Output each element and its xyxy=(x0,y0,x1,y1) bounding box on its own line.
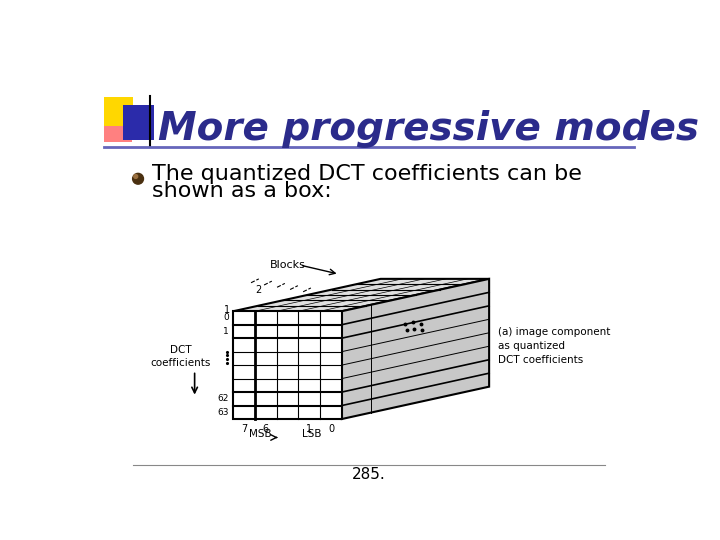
Polygon shape xyxy=(233,311,342,419)
Polygon shape xyxy=(342,279,489,419)
Text: 6: 6 xyxy=(263,424,269,434)
Text: 0: 0 xyxy=(328,424,334,434)
Text: 1: 1 xyxy=(224,305,230,315)
Circle shape xyxy=(132,173,143,184)
Text: 1: 1 xyxy=(223,327,229,336)
Polygon shape xyxy=(233,279,489,311)
Text: LSB: LSB xyxy=(302,429,321,440)
Text: shown as a box:: shown as a box: xyxy=(152,181,332,201)
Text: MSB: MSB xyxy=(249,429,272,440)
Bar xyxy=(122,105,153,140)
Text: 7: 7 xyxy=(241,424,248,434)
Text: The quantized DCT coefficients can be: The quantized DCT coefficients can be xyxy=(152,164,582,184)
Text: 285.: 285. xyxy=(352,467,386,482)
Text: 1: 1 xyxy=(306,424,312,434)
Text: (a) image component
as quantized
DCT coefficients: (a) image component as quantized DCT coe… xyxy=(498,327,611,364)
Text: 63: 63 xyxy=(217,408,229,417)
Text: 62: 62 xyxy=(217,394,229,403)
Bar xyxy=(104,114,132,142)
Text: More progressive modes: More progressive modes xyxy=(158,111,699,148)
Text: Blocks: Blocks xyxy=(270,260,306,270)
Circle shape xyxy=(134,174,138,178)
Text: DCT
coefficients: DCT coefficients xyxy=(150,345,211,368)
Text: 2: 2 xyxy=(256,285,261,295)
Text: 0: 0 xyxy=(223,313,229,322)
Bar xyxy=(104,97,133,126)
